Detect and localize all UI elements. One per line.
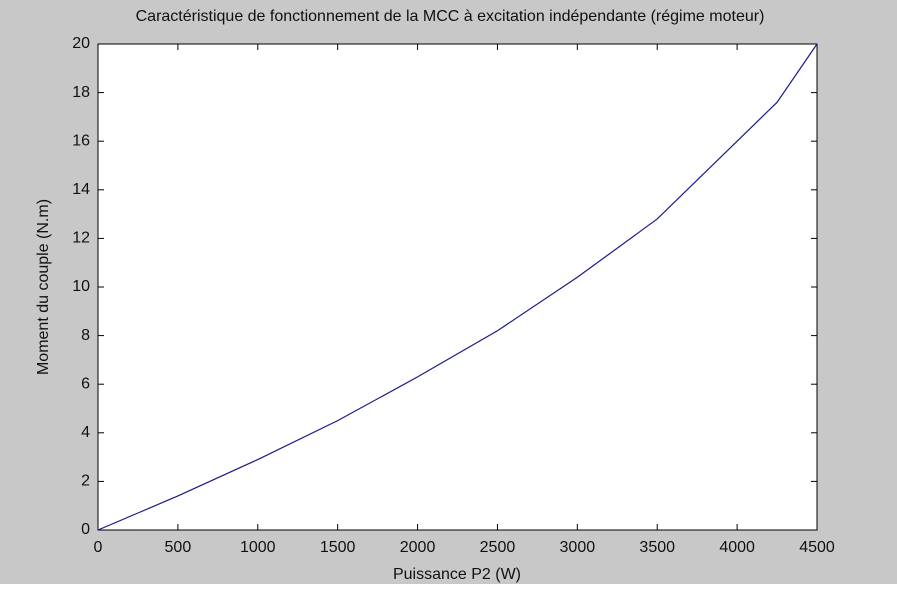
y-tick-label: 2 — [81, 473, 90, 490]
y-tick-label: 16 — [72, 132, 90, 149]
y-tick-label: 0 — [81, 521, 90, 538]
chart-title: Caractéristique de fonctionnement de la … — [136, 8, 765, 25]
x-tick-label: 1500 — [320, 539, 356, 556]
x-tick-label: 4000 — [719, 539, 755, 556]
x-axis-label: Puissance P2 (W) — [393, 566, 521, 583]
y-tick-label: 10 — [72, 278, 90, 295]
y-axis-label: Moment du couple (N.m) — [35, 199, 52, 375]
x-tick-label: 0 — [94, 539, 103, 556]
y-tick-label: 6 — [81, 375, 90, 392]
x-tick-label: 3000 — [560, 539, 596, 556]
y-tick-label: 4 — [81, 424, 90, 441]
data-line — [97, 43, 818, 531]
x-tick-label: 500 — [165, 539, 192, 556]
x-tick-label: 4500 — [799, 539, 835, 556]
x-tick-label: 1000 — [240, 539, 276, 556]
y-tick-label: 14 — [72, 181, 90, 198]
y-tick-label: 20 — [72, 35, 90, 52]
y-tick-label: 12 — [72, 230, 90, 247]
x-tick-label: 2500 — [480, 539, 516, 556]
y-tick-label: 8 — [81, 327, 90, 344]
x-tick-label: 2000 — [400, 539, 436, 556]
plot-area — [97, 43, 818, 531]
x-tick-label: 3500 — [639, 539, 675, 556]
y-tick-label: 18 — [72, 84, 90, 101]
